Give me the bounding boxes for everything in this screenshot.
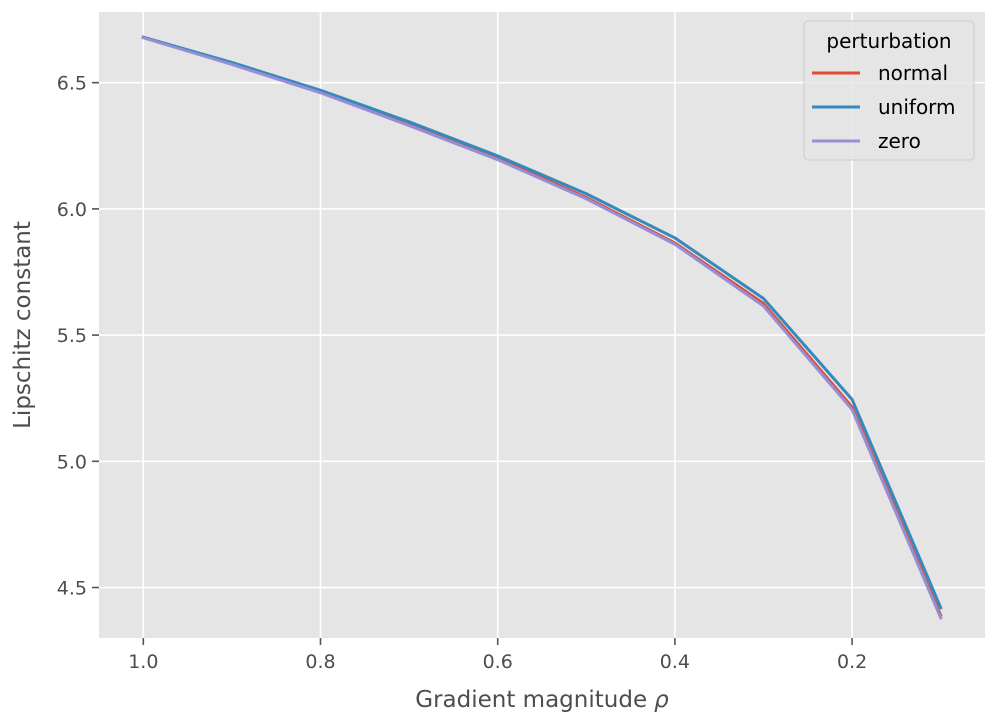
x-axis-label-rho: ρ [654, 687, 669, 713]
y-tick-label: 6.5 [57, 73, 87, 95]
y-tick-label: 6.0 [57, 199, 87, 221]
x-tick-label: 0.6 [483, 651, 513, 673]
x-tick-label: 0.2 [837, 651, 867, 673]
x-axis-label-text: Gradient magnitude [415, 687, 647, 713]
legend: perturbation normal uniform zero [803, 20, 975, 161]
x-axis-ticks: 1.0 0.8 0.6 0.4 0.2 [128, 638, 867, 673]
y-tick-label: 5.5 [57, 325, 87, 347]
legend-label-uniform: uniform [878, 95, 956, 119]
y-tick-label: 5.0 [57, 451, 87, 473]
x-tick-label: 0.8 [305, 651, 335, 673]
y-axis-label: Lipschitz constant [10, 221, 36, 429]
x-tick-label: 1.0 [128, 651, 158, 673]
legend-label-zero: zero [878, 129, 921, 153]
legend-title: perturbation [826, 29, 951, 53]
y-axis-ticks: 4.5 5.0 5.5 6.0 6.5 [57, 73, 99, 600]
series-lines [141, 35, 943, 620]
legend-box [803, 20, 975, 161]
series-line-zero [141, 35, 943, 620]
legend-items: normal uniform zero [812, 61, 956, 153]
x-axis-label: Gradient magnitude ρ [415, 687, 669, 713]
x-tick-label: 0.4 [660, 651, 690, 673]
series-line-uniform [141, 35, 943, 610]
y-tick-label: 4.5 [57, 578, 87, 600]
legend-label-normal: normal [878, 61, 948, 85]
